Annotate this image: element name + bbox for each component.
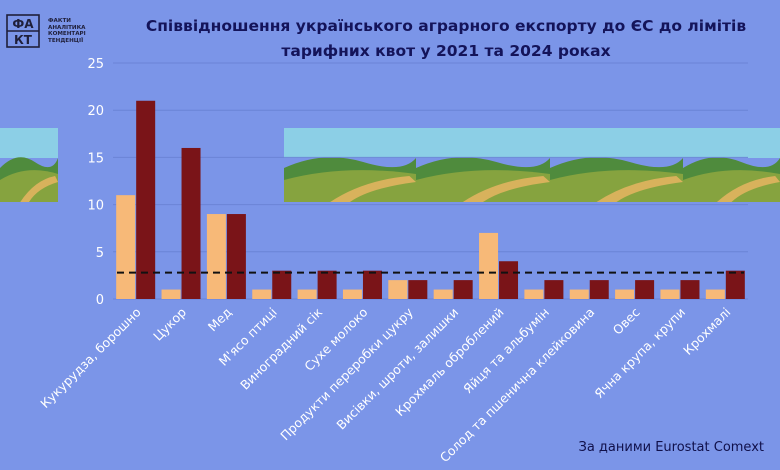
bar-2021	[116, 195, 136, 299]
bar-2024	[226, 214, 246, 299]
bar-2021	[297, 289, 317, 299]
chart-title-line: тарифних квот у 2021 та 2024 роках	[281, 42, 611, 60]
bar-2024	[453, 280, 473, 299]
logo-mark-top: ФА	[12, 17, 34, 31]
y-tick-label: 10	[87, 199, 104, 214]
x-tick-label: Кукурудза, борошно	[37, 305, 144, 412]
bar-2024	[680, 280, 700, 299]
landscape-field	[683, 170, 780, 202]
bar-2021	[569, 289, 589, 299]
landscape-sky	[416, 128, 550, 158]
bar-2021	[388, 280, 408, 299]
bar-2024	[499, 261, 519, 299]
bar-2021	[524, 289, 544, 299]
logo-line: ТЕНДЕНЦІЇ	[48, 37, 84, 44]
bar-2024	[544, 280, 564, 299]
y-tick-label: 25	[87, 57, 104, 72]
y-tick-label: 5	[96, 246, 104, 261]
bar-2024	[725, 270, 745, 299]
landscape-field	[416, 170, 550, 202]
landscape-road	[462, 176, 550, 202]
landscape-field	[550, 170, 683, 202]
logo-line: КОМЕНТАРІ	[48, 31, 86, 38]
logo-icon: ФА КТ	[6, 14, 40, 48]
logo-line: АНАЛІТИКА	[48, 24, 86, 31]
bar-2021	[433, 289, 453, 299]
x-tick-label: Цукор	[150, 304, 189, 343]
landscape-sky	[0, 128, 58, 158]
bar-2024	[272, 270, 292, 299]
bar-2021	[252, 289, 272, 299]
bar-2021	[615, 289, 635, 299]
landscape-road	[716, 176, 780, 202]
landscape-sky	[683, 128, 780, 158]
landscape-sky	[284, 128, 416, 158]
bar-2021	[342, 289, 362, 299]
logo-line: ФАКТИ	[48, 18, 71, 24]
source-note: За даними Eurostat Comext	[578, 440, 764, 455]
chart-title-line: Співвідношення українського аграрного ек…	[145, 17, 747, 35]
bar-2021	[705, 289, 725, 299]
bar-2024	[181, 147, 201, 299]
bar-2021	[206, 214, 226, 299]
bar-2024	[589, 280, 609, 299]
landscape-road	[596, 176, 683, 202]
y-tick-label: 0	[96, 293, 104, 308]
logo-tagline: ФАКТИ АНАЛІТИКА КОМЕНТАРІ ТЕНДЕНЦІЇ	[48, 18, 86, 44]
x-tick-label: Овес	[610, 304, 643, 337]
chart-title: Співвідношення українського аграрного ек…	[120, 14, 772, 64]
landscape-sky	[550, 128, 683, 158]
x-tick-label: Виноградний сік	[237, 304, 325, 392]
x-tick-label: Мед	[205, 305, 235, 335]
logo: ФА КТ ФАКТИ АНАЛІТИКА КОМЕНТАРІ ТЕНДЕНЦІ…	[6, 14, 116, 54]
landscape-field	[0, 170, 58, 202]
landscape-road	[20, 176, 58, 202]
logo-mark-bottom: КТ	[14, 33, 33, 47]
bar-2024	[635, 280, 655, 299]
bar-2021	[660, 289, 680, 299]
landscape-field	[284, 170, 416, 202]
y-tick-label: 15	[87, 151, 104, 166]
bar-2024	[317, 270, 337, 299]
y-tick-label: 20	[87, 104, 104, 119]
x-tick-label: Ячна крупа, крупи	[591, 305, 688, 402]
landscape-road	[330, 176, 416, 202]
bar-2021	[479, 232, 499, 299]
x-tick-label: Яйця та альбумін	[460, 305, 552, 397]
bar-2024	[362, 270, 382, 299]
bar-2024	[408, 280, 428, 299]
bar-2021	[161, 289, 181, 299]
x-tick-label: Крохмалі	[680, 305, 733, 358]
bar-2024	[136, 100, 156, 299]
